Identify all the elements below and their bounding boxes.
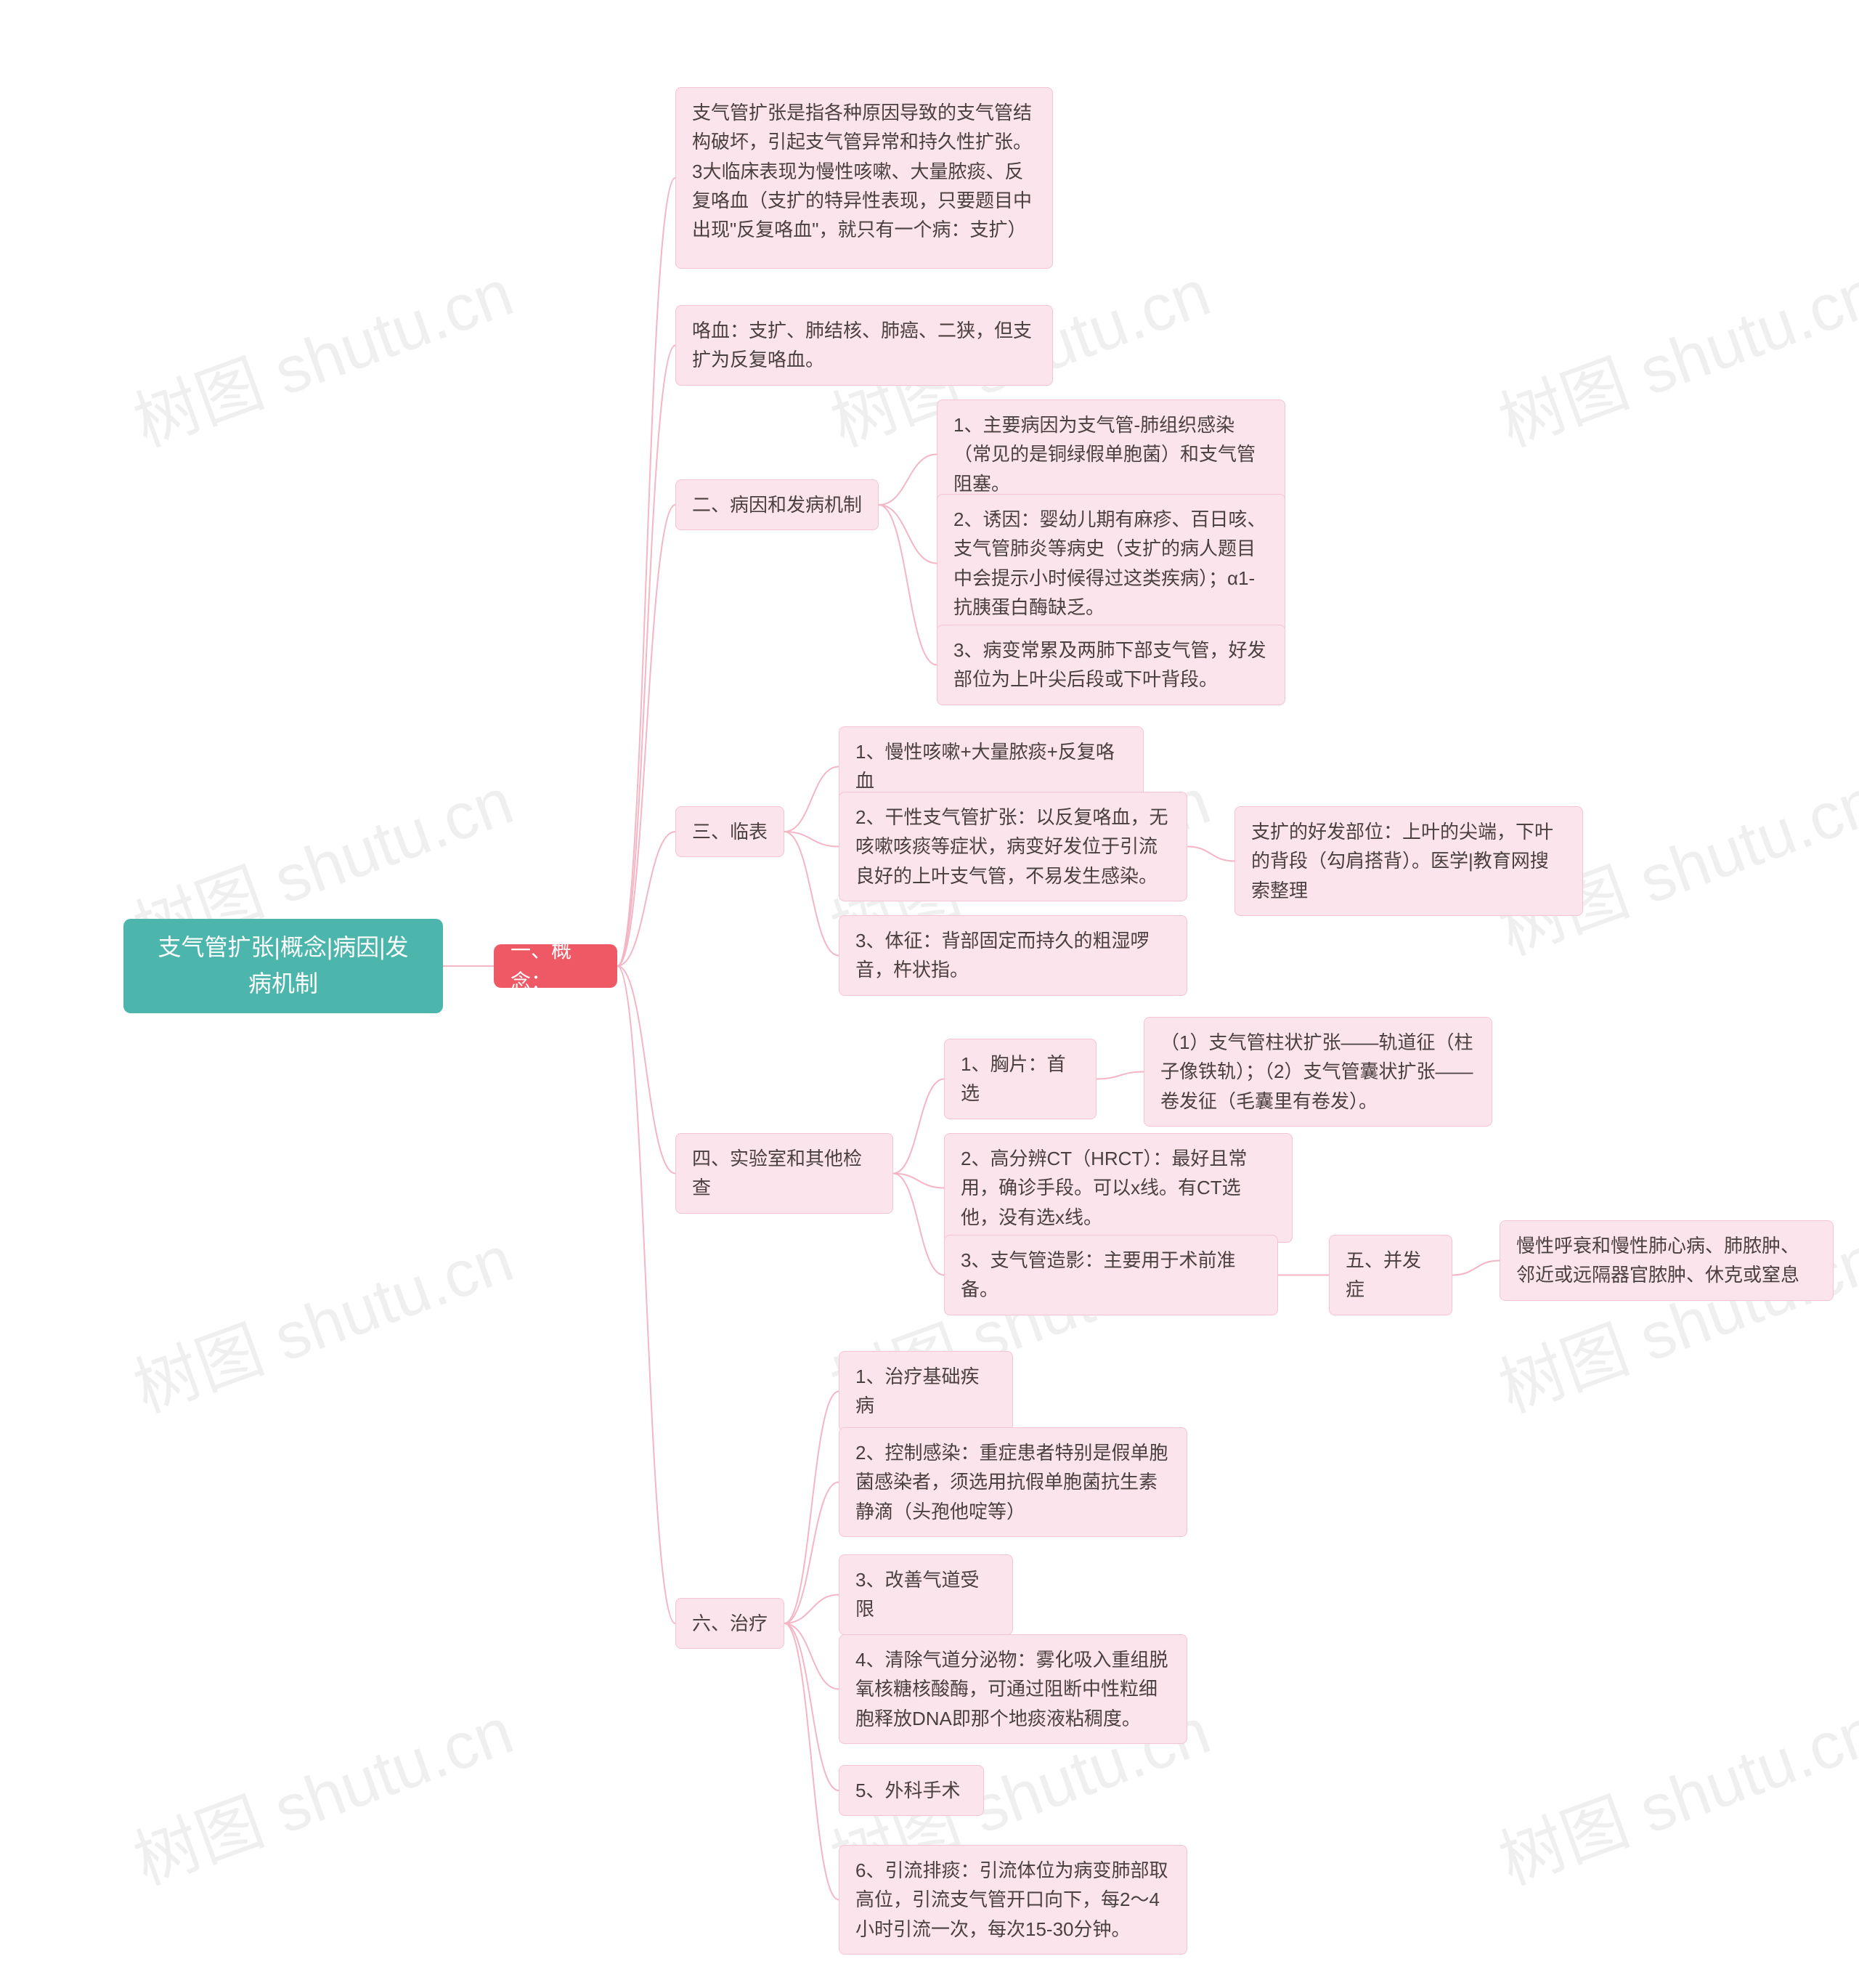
section-6-2-node: 2、控制感染：重症患者特别是假单胞菌感染者，须选用抗假单胞菌抗生素静滴（头孢他啶… bbox=[839, 1427, 1187, 1537]
node-text: 1、慢性咳嗽+大量脓痰+反复咯血 bbox=[855, 741, 1115, 792]
section-4-node: 四、实验室和其他检查 bbox=[675, 1133, 893, 1214]
section-5-1-node: 慢性呼衰和慢性肺心病、肺脓肿、邻近或远隔器官脓肿、休克或窒息 bbox=[1500, 1220, 1834, 1301]
section-5-node: 五、并发症 bbox=[1329, 1235, 1452, 1315]
node-text: 慢性呼衰和慢性肺心病、肺脓肿、邻近或远隔器官脓肿、休克或窒息 bbox=[1516, 1235, 1799, 1286]
hemoptysis-node: 咯血：支扩、肺结核、肺癌、二狭，但支扩为反复咯血。 bbox=[675, 305, 1053, 386]
node-text: 4、清除气道分泌物：雾化吸入重组脱氧核糖核酸酶，可通过阻断中性粒细胞释放DNA即… bbox=[855, 1649, 1168, 1729]
node-text: （1）支气管柱状扩张——轨道征（柱子像铁轨）；（2）支气管囊状扩张——卷发征（毛… bbox=[1160, 1031, 1473, 1112]
node-text: 支气管扩张是指各种原因导致的支气管结构破坏，引起支气管异常和持久性扩张。3大临床… bbox=[692, 102, 1032, 240]
section-3-2-node: 2、干性支气管扩张：以反复咯血，无咳嗽咳痰等症状，病变好发位于引流良好的上叶支气… bbox=[839, 792, 1187, 901]
section-6-5-node: 5、外科手术 bbox=[839, 1765, 984, 1816]
section-6-node: 六、治疗 bbox=[675, 1598, 784, 1649]
section-2-3-node: 3、病变常累及两肺下部支气管，好发部位为上叶尖后段或下叶背段。 bbox=[937, 625, 1285, 705]
section-6-1-node: 1、治疗基础疾病 bbox=[839, 1351, 1013, 1432]
section-6-4-node: 4、清除气道分泌物：雾化吸入重组脱氧核糖核酸酶，可通过阻断中性粒细胞释放DNA即… bbox=[839, 1634, 1187, 1744]
section-2-2-node: 2、诱因：婴幼儿期有麻疹、百日咳、支气管肺炎等病史（支扩的病人题目中会提示小时候… bbox=[937, 494, 1285, 633]
node-text: 六、治疗 bbox=[692, 1612, 768, 1634]
section-4-3-node: 3、支气管造影：主要用于术前准备。 bbox=[944, 1235, 1278, 1315]
section-3-2a-node: 支扩的好发部位：上叶的尖端，下叶的背段（勾肩搭背）。医学|教育网搜索整理 bbox=[1234, 806, 1583, 916]
section-4-1-node: 1、胸片：首选 bbox=[944, 1039, 1097, 1119]
root-label: 支气管扩张|概念|病因|发病机制 bbox=[158, 930, 409, 1002]
node-text: 3、体征：背部固定而持久的粗湿啰音，杵状指。 bbox=[855, 930, 1149, 981]
section-2-node: 二、病因和发病机制 bbox=[675, 479, 879, 530]
node-text: 6、引流排痰：引流体位为病变肺部取高位，引流支气管开口向下，每2～4小时引流一次… bbox=[855, 1859, 1168, 1940]
section-6-3-node: 3、改善气道受限 bbox=[839, 1554, 1013, 1635]
level1-node: 一、概念： bbox=[494, 944, 617, 988]
node-text: 1、胸片：首选 bbox=[961, 1053, 1065, 1104]
node-text: 2、高分辨CT（HRCT）：最好且常用，确诊手段。可以x线。有CT选他，没有选x… bbox=[961, 1148, 1247, 1228]
node-text: 咯血：支扩、肺结核、肺癌、二狭，但支扩为反复咯血。 bbox=[692, 320, 1032, 370]
node-text: 1、治疗基础疾病 bbox=[855, 1366, 979, 1416]
node-text: 3、支气管造影：主要用于术前准备。 bbox=[961, 1249, 1235, 1300]
node-text: 1、主要病因为支气管-肺组织感染（常见的是铜绿假单胞菌）和支气管阻塞。 bbox=[953, 414, 1256, 495]
section-6-6-node: 6、引流排痰：引流体位为病变肺部取高位，引流支气管开口向下，每2～4小时引流一次… bbox=[839, 1845, 1187, 1955]
node-text: 三、临表 bbox=[692, 821, 768, 843]
node-text: 2、控制感染：重症患者特别是假单胞菌感染者，须选用抗假单胞菌抗生素静滴（头孢他啶… bbox=[855, 1442, 1168, 1522]
node-text: 3、改善气道受限 bbox=[855, 1569, 979, 1620]
node-text: 四、实验室和其他检查 bbox=[692, 1148, 862, 1198]
node-text: 5、外科手术 bbox=[855, 1780, 960, 1801]
root-node: 支气管扩张|概念|病因|发病机制 bbox=[123, 919, 443, 1013]
node-text: 二、病因和发病机制 bbox=[692, 494, 862, 516]
node-text: 支扩的好发部位：上叶的尖端，下叶的背段（勾肩搭背）。医学|教育网搜索整理 bbox=[1251, 821, 1553, 901]
section-4-1a-node: （1）支气管柱状扩张——轨道征（柱子像铁轨）；（2）支气管囊状扩张——卷发征（毛… bbox=[1144, 1017, 1492, 1127]
section-4-2-node: 2、高分辨CT（HRCT）：最好且常用，确诊手段。可以x线。有CT选他，没有选x… bbox=[944, 1133, 1293, 1243]
node-text: 3、病变常累及两肺下部支气管，好发部位为上叶尖后段或下叶背段。 bbox=[953, 639, 1266, 690]
intro-node: 支气管扩张是指各种原因导致的支气管结构破坏，引起支气管异常和持久性扩张。3大临床… bbox=[675, 87, 1053, 269]
node-text: 2、干性支气管扩张：以反复咯血，无咳嗽咳痰等症状，病变好发位于引流良好的上叶支气… bbox=[855, 806, 1168, 887]
node-text: 2、诱因：婴幼儿期有麻疹、百日咳、支气管肺炎等病史（支扩的病人题目中会提示小时候… bbox=[953, 508, 1266, 618]
section-3-node: 三、临表 bbox=[675, 806, 784, 857]
level1-label: 一、概念： bbox=[510, 935, 601, 998]
section-3-3-node: 3、体征：背部固定而持久的粗湿啰音，杵状指。 bbox=[839, 915, 1187, 996]
node-text: 五、并发症 bbox=[1346, 1249, 1421, 1300]
section-2-1-node: 1、主要病因为支气管-肺组织感染（常见的是铜绿假单胞菌）和支气管阻塞。 bbox=[937, 399, 1285, 509]
